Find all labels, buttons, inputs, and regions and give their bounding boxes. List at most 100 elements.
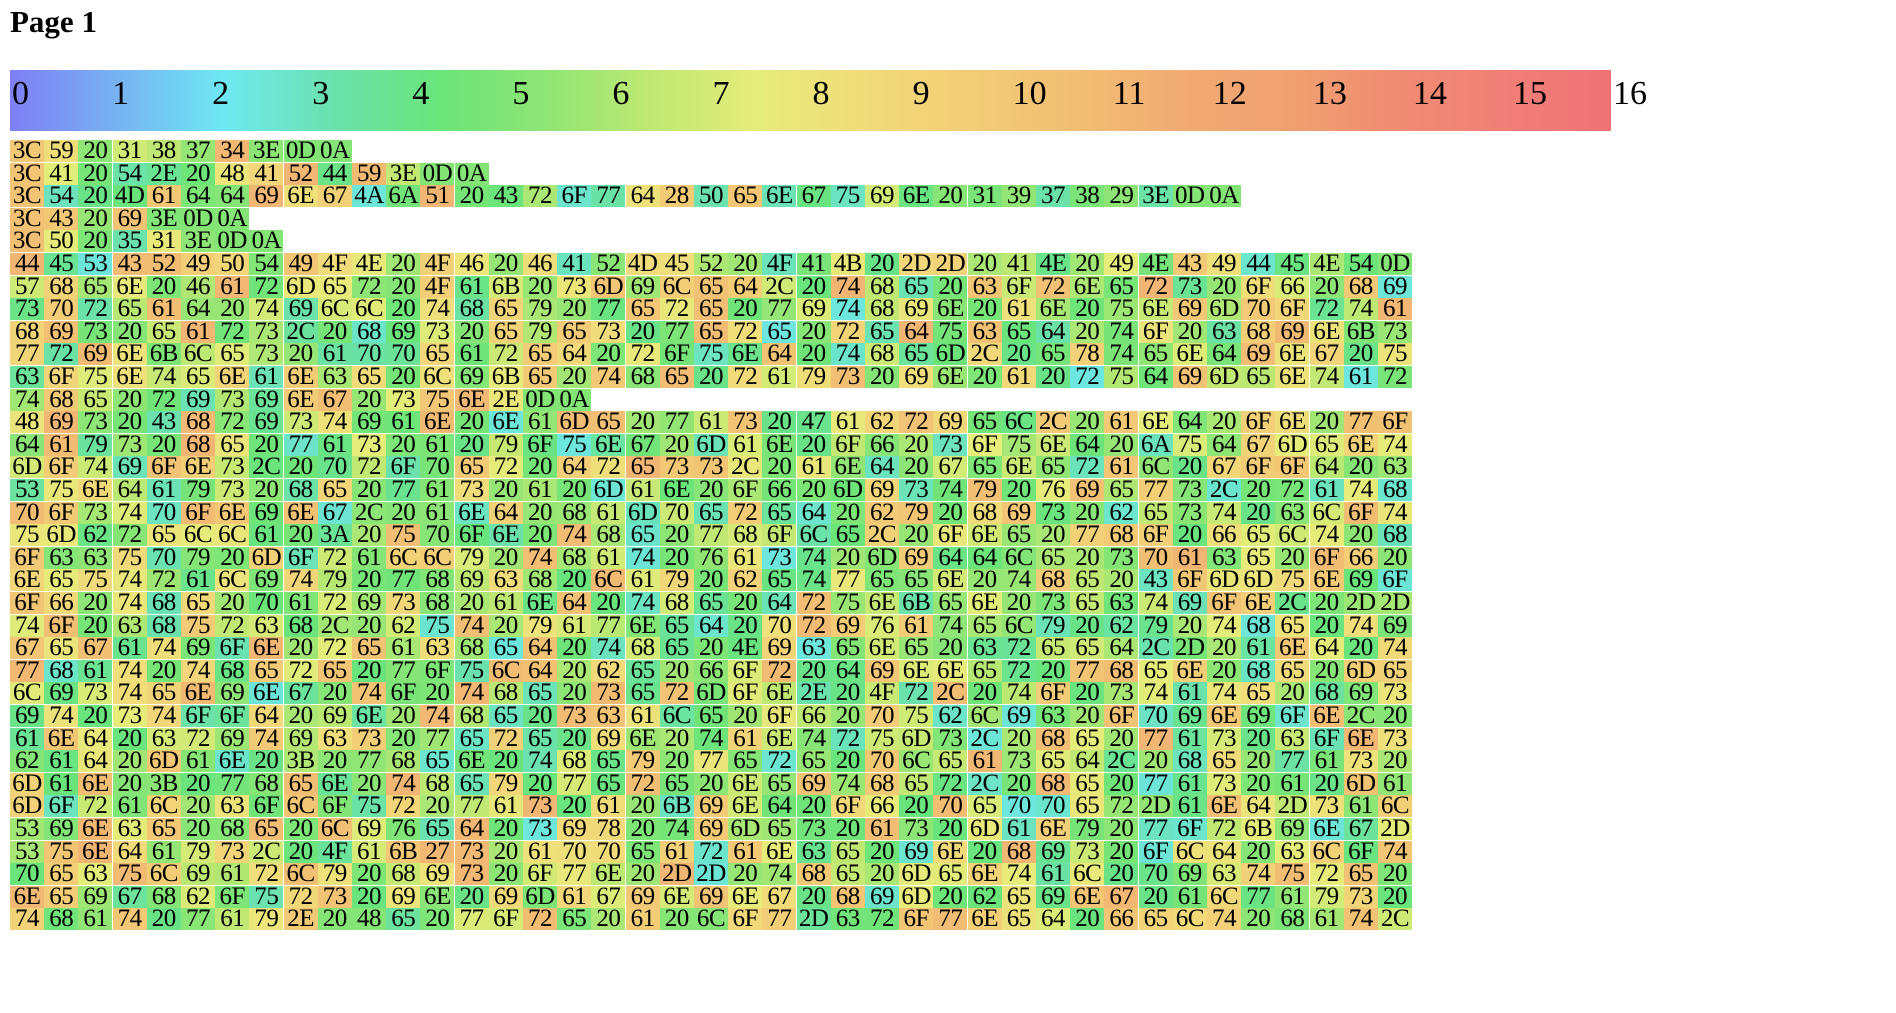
- hex-byte-cell: 74: [112, 659, 147, 682]
- hex-byte-cell: 63: [1207, 546, 1241, 569]
- hex-byte-cell: 6F: [44, 456, 79, 479]
- hex-row: 3C 59 20 31 38 37 34 3E 0D 0A: [10, 140, 1896, 162]
- hex-byte-cell: 20: [112, 388, 147, 411]
- hex-byte-cell: 34: [215, 140, 250, 162]
- hex-byte-cell: 47: [796, 411, 831, 434]
- hex-byte-cell: 72: [146, 569, 181, 592]
- hex-byte-cell: 64: [557, 592, 592, 614]
- hex-byte-cell: 63: [1207, 863, 1241, 886]
- hex-byte-cell: 73: [215, 456, 250, 479]
- hex-byte-cell: 69: [1241, 705, 1276, 727]
- hex-byte-cell: 73: [1378, 320, 1412, 343]
- hex-byte-cell: 73: [1172, 501, 1207, 524]
- hex-byte-cell: 69: [1343, 569, 1378, 592]
- hex-byte-cell: 69: [1241, 343, 1276, 366]
- hex-byte-cell: 61: [1241, 637, 1276, 660]
- hex-byte-cell: 73: [386, 388, 421, 411]
- hex-byte-cell: 65: [523, 343, 557, 366]
- hex-byte-cell: 6E: [865, 637, 899, 660]
- hex-byte-cell: 65: [1070, 795, 1105, 818]
- hex-byte-cell: 65: [317, 479, 352, 501]
- hex-byte-cell: 65: [146, 818, 181, 840]
- hex-byte-cell: 74: [762, 863, 797, 886]
- hex-byte-cell: 72: [830, 727, 865, 750]
- hex-byte-cell: 20: [78, 230, 113, 253]
- hex-byte-cell: 20: [899, 795, 934, 818]
- hex-row: 63 6F 75 6E 74 65 6E 61 6E 63 65 20 6C 69 6B 65 20 74 68 65…: [10, 366, 1896, 388]
- hex-byte-cell: 69: [352, 818, 386, 840]
- hex-byte-cell: 72: [181, 727, 215, 750]
- hex-byte-cell: 62: [181, 885, 215, 908]
- hex-byte-cell: 45: [659, 253, 694, 275]
- hex-byte-cell: 20: [830, 546, 865, 569]
- hex-byte-cell: 41: [1001, 253, 1036, 275]
- hex-byte-cell: 68: [386, 750, 421, 773]
- hex-byte-cell: 20: [557, 795, 592, 818]
- hex-byte-cell: 69: [899, 298, 934, 321]
- hex-byte-cell: 69: [625, 275, 660, 298]
- hex-byte-cell: 20: [352, 772, 386, 795]
- hex-byte-cell: 6E: [899, 185, 934, 208]
- hex-byte-cell: 64: [454, 818, 489, 840]
- hex-byte-cell: 70: [386, 343, 421, 366]
- hex-byte-cell: 20: [112, 772, 147, 795]
- hex-byte-cell: 65: [659, 614, 694, 637]
- hex-byte-cell: 73: [591, 682, 626, 705]
- hex-byte-cell: 6E: [1343, 727, 1378, 750]
- hex-byte-cell: 69: [694, 795, 728, 818]
- hex-byte-cell: 6F: [454, 524, 489, 547]
- hex-byte-cell: 74: [112, 569, 147, 592]
- hex-byte-cell: 3C: [10, 162, 44, 185]
- hex-byte-cell: 69: [1172, 705, 1207, 727]
- hex-byte-cell: 0D: [1172, 185, 1207, 208]
- hex-byte-cell: 6E: [454, 501, 489, 524]
- hex-byte-cell: 61: [591, 546, 626, 569]
- hex-byte-cell: 20: [557, 366, 592, 388]
- hex-byte-cell: 74: [557, 524, 592, 547]
- hex-byte-cell: 6C: [215, 569, 250, 592]
- hex-byte-cell: 64: [181, 298, 215, 321]
- hex-byte-cell: 61: [10, 727, 44, 750]
- hex-byte-cell: 72: [78, 795, 113, 818]
- hex-byte-cell: 73: [557, 275, 592, 298]
- hex-byte-cell: 79: [625, 750, 660, 773]
- hex-byte-cell: 20: [1070, 253, 1105, 275]
- hex-byte-cell: 68: [44, 388, 79, 411]
- hex-byte-cell: 61: [488, 592, 523, 614]
- hex-byte-cell: 75: [10, 524, 44, 547]
- hex-byte-cell: 65: [1241, 682, 1276, 705]
- hex-byte-cell: 6C: [181, 524, 215, 547]
- hex-byte-cell: 6E: [728, 772, 763, 795]
- hex-byte-cell: 74: [420, 298, 455, 321]
- hex-byte-cell: 61: [1275, 885, 1310, 908]
- hex-byte-cell: 63: [1104, 592, 1139, 614]
- hex-byte-cell: 79: [249, 908, 284, 931]
- hex-byte-cell: 20: [1001, 343, 1036, 366]
- hex-byte-cell: 76: [386, 818, 421, 840]
- hex-byte-cell: 74: [10, 908, 44, 931]
- hex-byte-cell: 20: [181, 818, 215, 840]
- hex-byte-cell: 20: [1241, 727, 1276, 750]
- hex-byte-cell: 69: [694, 885, 728, 908]
- hex-byte-cell: 20: [694, 479, 728, 501]
- hex-row: 3C 54 20 4D 61 64 64 69 6E 67 4A 6A 51 20 43 72 6F 77 64 28…: [10, 185, 1896, 208]
- hex-byte-cell: 74: [830, 343, 865, 366]
- hex-byte-cell: 20: [386, 366, 421, 388]
- hex-byte-cell: 73: [1378, 727, 1412, 750]
- hex-byte-cell: 65: [591, 411, 626, 434]
- hex-byte-cell: 6E: [933, 569, 968, 592]
- hex-byte-cell: 20: [694, 637, 728, 660]
- hex-byte-cell: 20: [659, 546, 694, 569]
- hex-byte-cell: 4F: [865, 682, 899, 705]
- hex-byte-cell: 20: [694, 366, 728, 388]
- hex-row: 69 74 20 73 74 6F 6F 64 20 69 6E 20 74 68 65 20 73 63 61 6C…: [10, 705, 1896, 727]
- hex-byte-cell: 0D: [215, 230, 250, 253]
- hex-byte-cell: 6F: [523, 433, 557, 456]
- hex-byte-cell: 6E: [1070, 885, 1105, 908]
- hex-byte-cell: 6E: [1275, 637, 1310, 660]
- hex-byte-cell: 68: [454, 637, 489, 660]
- hex-byte-cell: 68: [215, 659, 250, 682]
- hex-byte-cell: 6F: [830, 795, 865, 818]
- hex-byte-cell: 6E: [283, 501, 318, 524]
- hex-byte-cell: 75: [44, 479, 79, 501]
